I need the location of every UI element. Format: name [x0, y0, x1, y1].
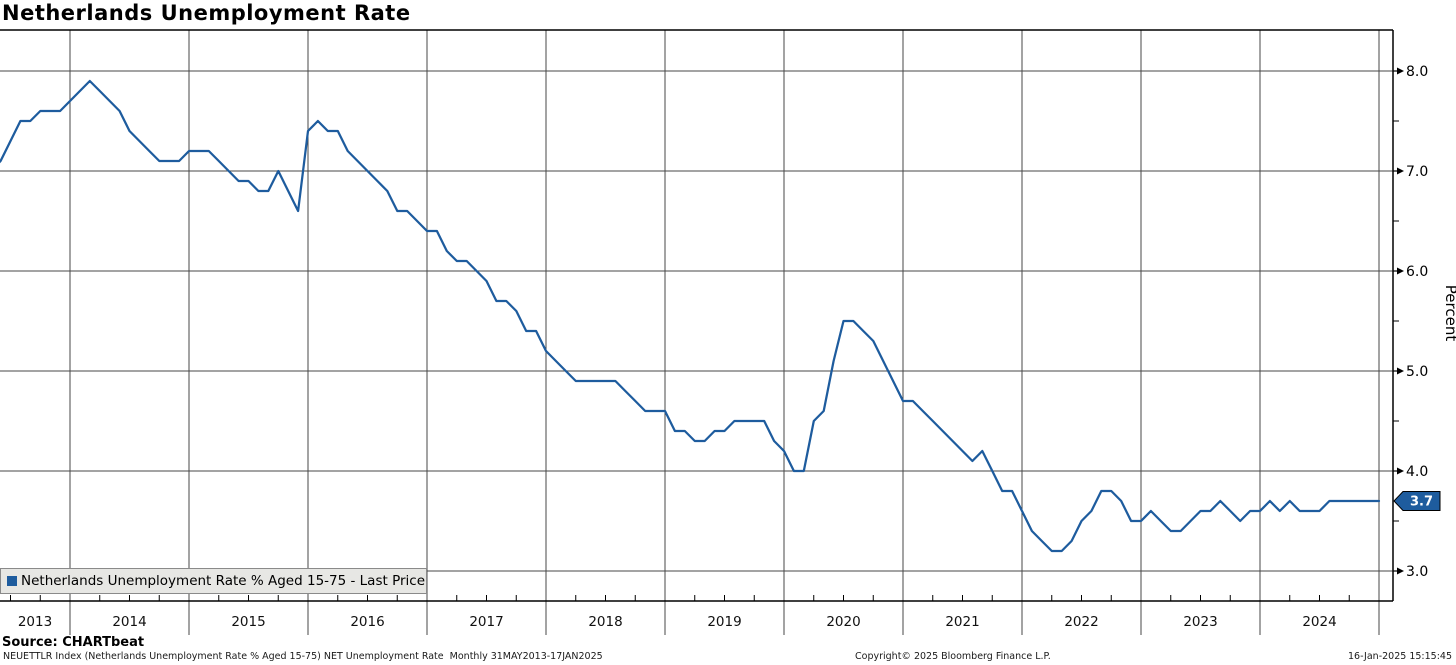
svg-text:6.0: 6.0 — [1406, 264, 1428, 280]
vertical-gridlines — [69, 30, 1380, 635]
svg-text:8.0: 8.0 — [1406, 64, 1428, 80]
y-axis-ticks — [1393, 67, 1404, 575]
svg-text:2021: 2021 — [945, 614, 979, 630]
copyright-notice: Copyright© 2025 Bloomberg Finance L.P. — [855, 651, 1051, 662]
source-line: Source: CHARTbeat — [2, 635, 145, 650]
svg-text:2014: 2014 — [112, 614, 146, 630]
legend: Netherlands Unemployment Rate % Aged 15-… — [0, 568, 427, 594]
y-axis-title: Percent — [1442, 285, 1456, 342]
axes-frame — [0, 29, 1394, 602]
series — [0, 79, 1381, 553]
page-title: Netherlands Unemployment Rate — [2, 1, 411, 25]
svg-text:2016: 2016 — [350, 614, 384, 630]
timestamp: 16-Jan-2025 15:15:45 — [1348, 651, 1452, 662]
svg-text:2013: 2013 — [18, 614, 52, 630]
x-axis-year-labels: 2013 2014 2015 2016 2017 2018 2019 2020 2021 2022… — [18, 614, 1337, 630]
svg-text:5.0: 5.0 — [1406, 364, 1428, 380]
legend-label: Netherlands Unemployment Rate % Aged 15-… — [21, 573, 426, 589]
y-axis-tick-labels: 8.0 7.0 6.0 5.0 4.0 3.0 — [1406, 64, 1428, 580]
svg-text:2024: 2024 — [1302, 614, 1336, 630]
horizontal-gridlines — [0, 70, 1393, 572]
last-price-badge: 3.7 — [1393, 491, 1441, 511]
svg-text:2017: 2017 — [469, 614, 503, 630]
svg-text:4.0: 4.0 — [1406, 464, 1428, 480]
svg-text:2015: 2015 — [231, 614, 265, 630]
legend-swatch-icon — [7, 576, 17, 586]
series-line — [0, 79, 1381, 553]
svg-text:2020: 2020 — [826, 614, 860, 630]
svg-text:2023: 2023 — [1183, 614, 1217, 630]
svg-text:7.0: 7.0 — [1406, 164, 1428, 180]
ticker-description: NEUETTLR Index (Netherlands Unemployment… — [3, 651, 603, 662]
last-price-value: 3.7 — [1410, 495, 1433, 510]
svg-text:2022: 2022 — [1064, 614, 1098, 630]
svg-text:2019: 2019 — [707, 614, 741, 630]
svg-text:2018: 2018 — [588, 614, 622, 630]
x-minor-ticks — [10, 595, 1350, 601]
svg-text:3.0: 3.0 — [1406, 564, 1428, 580]
